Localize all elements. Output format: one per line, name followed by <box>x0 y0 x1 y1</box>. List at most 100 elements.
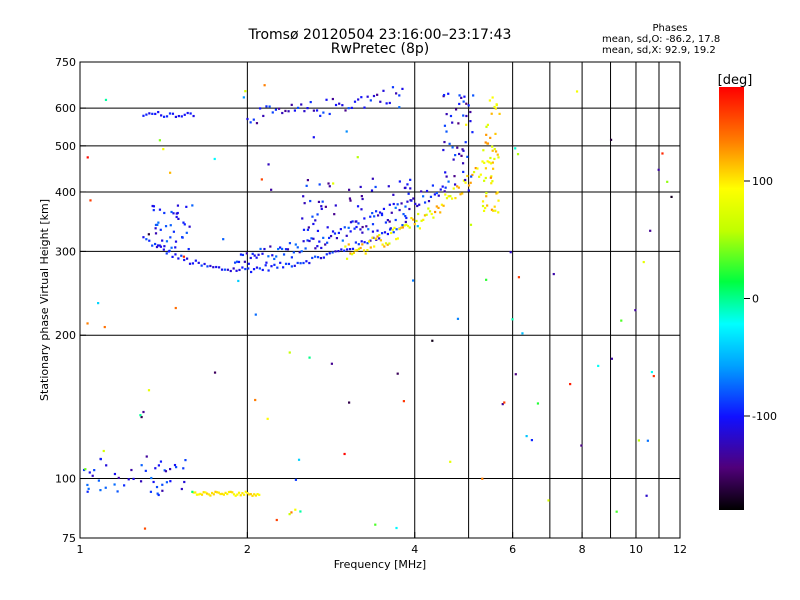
data-point <box>400 202 403 205</box>
data-point <box>247 262 250 265</box>
data-point <box>275 518 278 522</box>
data-point <box>379 100 382 103</box>
data-point <box>327 236 331 240</box>
data-point <box>325 98 328 101</box>
data-point <box>486 160 489 163</box>
data-point <box>249 121 252 124</box>
data-point <box>343 452 346 456</box>
data-point <box>456 317 460 320</box>
data-point <box>394 206 397 209</box>
data-point <box>402 400 405 403</box>
data-point <box>147 389 151 392</box>
data-point <box>298 251 301 254</box>
data-point <box>444 186 447 189</box>
plot-frame <box>79 61 681 539</box>
data-point <box>319 114 322 117</box>
data-point <box>569 382 572 386</box>
data-point <box>453 175 456 178</box>
data-point <box>175 466 178 469</box>
data-point <box>415 219 418 223</box>
data-point <box>275 255 278 258</box>
data-point <box>263 84 266 87</box>
data-point <box>180 236 184 239</box>
data-point <box>157 221 160 224</box>
data-point <box>395 526 398 530</box>
data-point <box>244 267 247 271</box>
data-point <box>249 493 252 496</box>
data-point <box>503 401 506 404</box>
data-point <box>393 226 396 230</box>
data-point <box>388 203 391 206</box>
data-point <box>670 195 673 199</box>
data-point <box>371 211 374 215</box>
data-point <box>246 492 249 495</box>
chart-subtitle: RwPretec (8p) <box>330 41 430 57</box>
data-point <box>165 252 168 255</box>
data-point <box>297 458 301 461</box>
data-point <box>443 190 446 193</box>
data-point <box>175 212 178 215</box>
data-point <box>465 123 468 126</box>
data-point <box>349 199 352 202</box>
data-point <box>213 157 216 161</box>
data-point <box>359 185 362 189</box>
data-point <box>514 147 517 150</box>
data-point <box>82 468 86 472</box>
data-point <box>343 226 346 229</box>
data-point <box>481 200 485 203</box>
data-point <box>142 236 145 239</box>
data-point <box>302 195 305 198</box>
data-point <box>364 252 367 255</box>
data-point <box>197 261 200 264</box>
data-point <box>242 96 245 99</box>
data-point <box>479 173 482 176</box>
data-point <box>384 242 388 245</box>
data-point <box>347 107 350 110</box>
data-point <box>411 279 415 282</box>
data-point <box>302 240 305 243</box>
data-point <box>222 238 225 241</box>
data-point <box>408 207 411 211</box>
data-point <box>490 182 493 185</box>
data-point <box>148 112 151 115</box>
data-point <box>311 256 314 260</box>
data-point <box>145 238 148 241</box>
data-point <box>371 236 374 239</box>
data-point <box>412 197 415 200</box>
data-point <box>312 237 315 240</box>
data-point <box>243 260 246 263</box>
data-point <box>374 237 377 240</box>
data-point <box>442 95 445 98</box>
data-point <box>370 189 374 192</box>
data-point <box>484 206 487 210</box>
data-point <box>497 156 500 159</box>
data-point <box>367 228 370 231</box>
data-point <box>91 474 94 477</box>
data-point <box>469 223 473 226</box>
data-point <box>93 469 96 472</box>
x-tick-label: 10 <box>629 543 643 556</box>
data-point <box>454 196 457 200</box>
data-point <box>239 494 242 497</box>
data-point <box>214 490 217 493</box>
data-point <box>162 248 165 251</box>
data-point <box>229 269 232 273</box>
data-point <box>215 265 218 269</box>
data-point <box>251 252 254 255</box>
data-point <box>182 255 186 258</box>
data-point <box>348 248 352 251</box>
data-point <box>357 247 361 250</box>
data-point <box>371 223 375 226</box>
data-point <box>308 356 311 359</box>
data-point <box>412 218 415 221</box>
data-point <box>265 261 268 264</box>
data-point <box>290 256 293 259</box>
data-point <box>317 200 321 204</box>
data-point <box>188 225 191 228</box>
data-point <box>645 494 648 497</box>
data-point <box>462 170 465 174</box>
data-point <box>139 480 143 483</box>
data-point <box>458 152 461 156</box>
data-point <box>174 253 177 256</box>
data-point <box>171 112 175 115</box>
